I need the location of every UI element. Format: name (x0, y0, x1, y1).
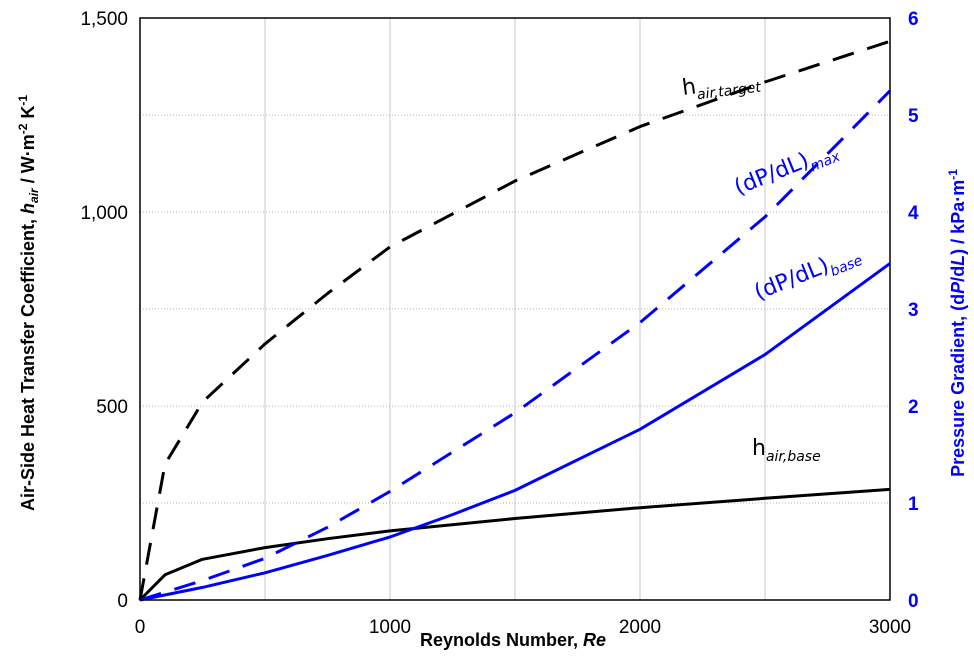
y-right-tick-label: 1 (908, 494, 919, 515)
x-tick-label: 1000 (369, 617, 411, 638)
y-left-title-exp1: -2 (16, 123, 30, 134)
y-left-title-exp2: -1 (16, 95, 30, 106)
x-tick-label: 2000 (619, 617, 661, 638)
y-right-tick-label: 2 (908, 397, 919, 418)
y-axis-right-title: Pressure Gradient, (dP/dL) / kPa·m-1 (946, 169, 968, 477)
y-left-tick-label: 500 (96, 397, 128, 418)
y-right-tick-label: 5 (908, 106, 919, 127)
series-annotation: hair,base (752, 436, 821, 465)
tick-labels: 0 1000 2000 3000 0 500 1,000 1,500 0 1 2 3 4 5 6 (80, 9, 919, 638)
y-right-title-mid: /d (948, 266, 968, 282)
x-axis-title: Reynolds Number, Re (420, 630, 606, 650)
y-right-tick-label: 3 (908, 300, 919, 321)
y-left-title-sub: air (27, 187, 41, 203)
y-left-title-unit: / W·m (18, 134, 38, 188)
y-left-title-symbol: h (18, 203, 38, 214)
y-left-title-unit2: K (18, 106, 38, 124)
y-right-tick-label: 0 (908, 591, 919, 612)
y-right-title-l: L (948, 255, 968, 266)
y-right-title-unit: ) / kPa·m (948, 180, 968, 255)
series-annotation: hair,target (681, 67, 763, 105)
y-right-title-exp: -1 (946, 169, 960, 180)
x-axis-title-main: Reynolds Number, (420, 630, 583, 650)
y-left-title-main: Air-Side Heat Transfer Coefficient, (18, 214, 38, 511)
y-left-tick-label: 1,000 (80, 203, 128, 224)
plot-area (139, 17, 891, 601)
series-layer (138, 39, 892, 602)
series-line-2 (139, 89, 892, 602)
y-right-tick-label: 4 (908, 203, 919, 224)
x-axis-title-symbol: Re (583, 630, 606, 650)
y-axis-left-title: Air-Side Heat Transfer Coefficient, hair… (16, 95, 41, 511)
y-right-title-main: Pressure Gradient, (d (948, 294, 968, 477)
y-right-tick-label: 6 (908, 9, 919, 30)
y-right-title-p: P (948, 281, 968, 294)
x-tick-label: 0 (135, 617, 146, 638)
x-tick-label: 3000 (869, 617, 911, 638)
series-line-1 (138, 487, 891, 602)
y-left-tick-label: 0 (117, 591, 128, 612)
series-line-3 (139, 262, 891, 602)
y-left-tick-label: 1,500 (80, 9, 128, 30)
series-line-0 (138, 39, 891, 601)
